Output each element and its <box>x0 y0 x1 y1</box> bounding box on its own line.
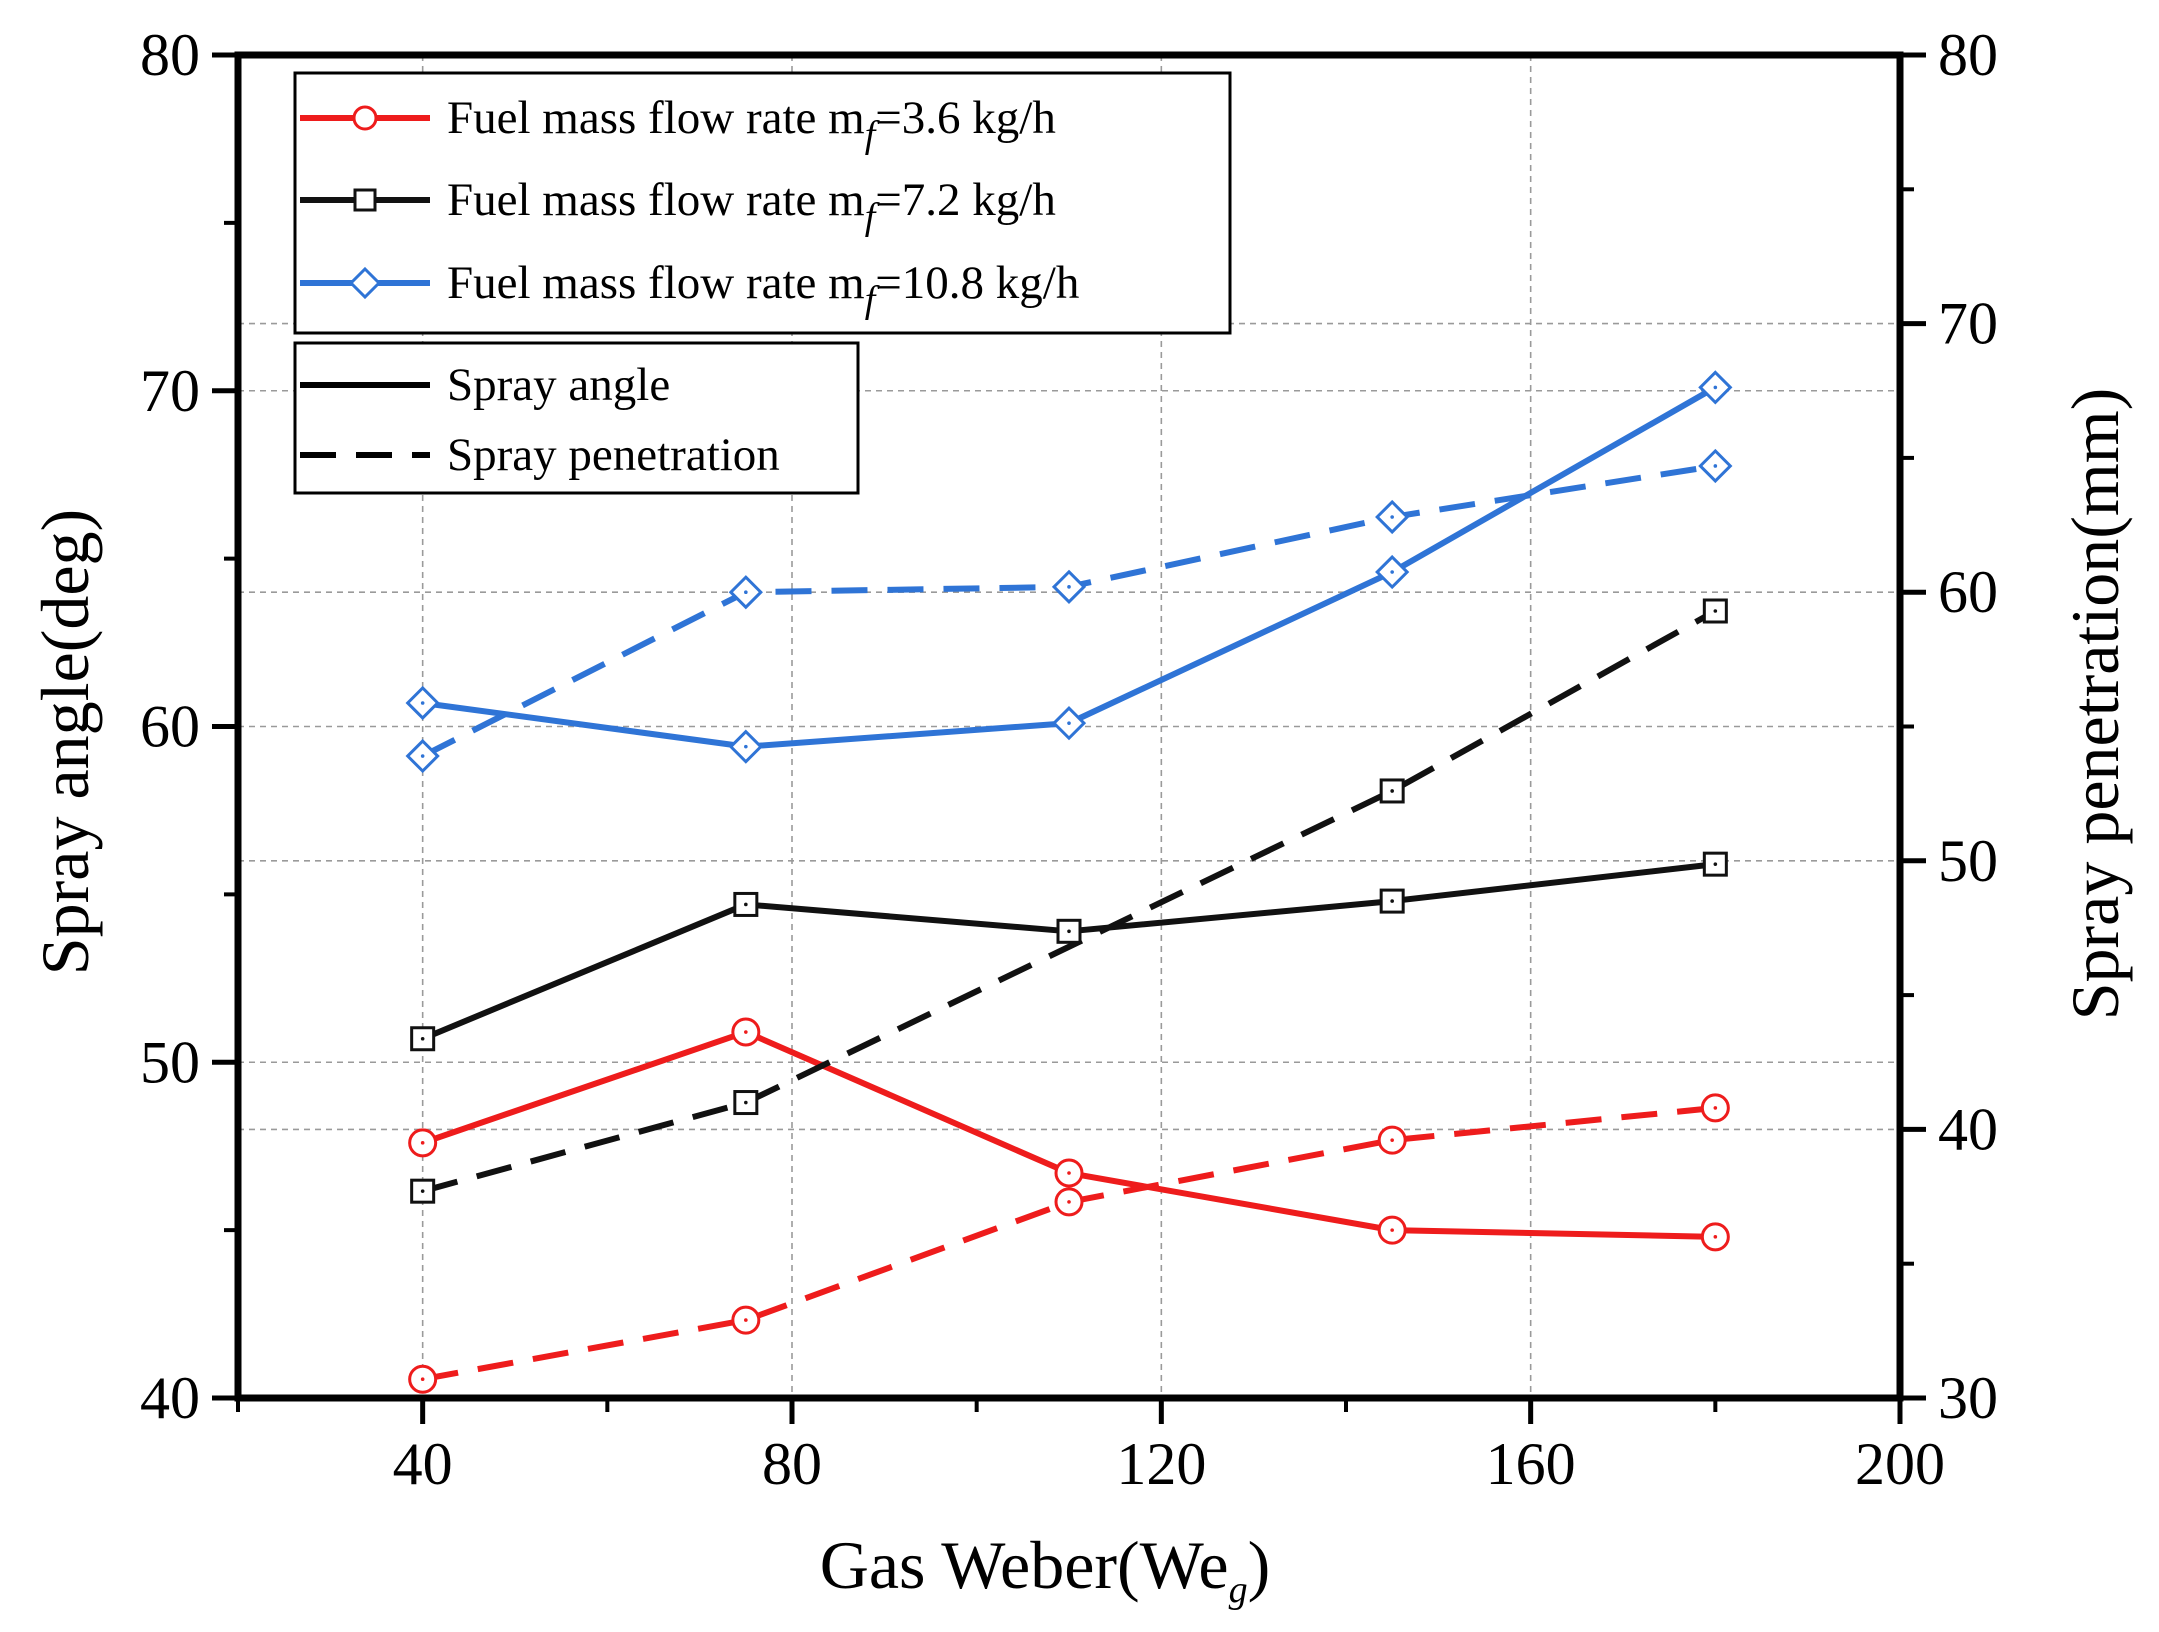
y-right-tick-label-60: 60 <box>1938 559 1998 625</box>
x-tick-label-160: 160 <box>1486 1431 1576 1497</box>
y-left-axis-title: Spray angle(deg) <box>27 509 103 975</box>
series-layer <box>405 370 1733 1394</box>
series-0-angle-point-2-dot <box>1067 1171 1071 1175</box>
series-0-angle-point-1-dot <box>744 1030 748 1034</box>
y-left-tick-label-60: 60 <box>140 694 200 760</box>
legend-marker-3-6 <box>352 105 378 131</box>
legend-label-10-8: Fuel mass flow rate mf=10.8 kg/h <box>447 257 1079 321</box>
series-1-penetration-point-0-dot <box>420 1189 425 1193</box>
series-1-penetration-point-3-dot <box>1390 789 1394 793</box>
y-right-tick-label-30: 30 <box>1938 1365 1998 1431</box>
series-1-angle-point-3-dot <box>1390 899 1394 903</box>
x-tick-label-40: 40 <box>393 1431 453 1497</box>
legend-label-spray-penetration: Spray penetration <box>447 429 780 481</box>
y-left-tick-label-40: 40 <box>140 1365 200 1431</box>
series-2-angle-point-0-dot <box>420 701 425 705</box>
y-right-tick-label-50: 50 <box>1938 828 1998 894</box>
series-0-penetration-point-2-dot <box>1067 1200 1071 1204</box>
y-right-tick-label-40: 40 <box>1938 1096 1998 1162</box>
series-2-penetration-point-3-dot <box>1390 515 1394 519</box>
series-1-penetration-line <box>421 608 1717 1195</box>
legend-series-box <box>293 71 1232 335</box>
y-left-tick-label-50: 50 <box>140 1029 200 1095</box>
x-tick-label-80: 80 <box>762 1431 822 1497</box>
series-0-angle-point-3-dot <box>1390 1228 1394 1232</box>
series-2 <box>405 370 1733 774</box>
legend-label-spray-angle: Spray angle <box>447 359 670 411</box>
series-1-angle-point-0-dot <box>420 1036 425 1041</box>
plot-frame <box>234 51 1904 1402</box>
series-2-angle-point-4-dot <box>1713 385 1718 390</box>
y-right-tick-label-70: 70 <box>1938 291 1998 357</box>
series-0-penetration-point-1-dot <box>744 1318 748 1322</box>
x-tick-label-200: 200 <box>1855 1431 1945 1497</box>
series-2-angle-point-3-dot <box>1390 570 1394 574</box>
series-0-penetration-point-0-dot <box>420 1377 425 1381</box>
legend-style-box <box>293 341 860 495</box>
series-0-penetration-point-4-dot <box>1713 1106 1718 1110</box>
series-2-penetration-point-1-dot <box>744 590 748 594</box>
series-0-penetration-point-3-dot <box>1390 1138 1394 1142</box>
series-0 <box>408 1017 1730 1394</box>
series-0-angle-point-4-dot <box>1713 1235 1718 1239</box>
series-1-angle-point-2-dot <box>1067 929 1071 934</box>
y-left-tick-label-70: 70 <box>140 358 200 424</box>
legend-entry-dashed: Spray penetration <box>300 429 780 481</box>
y-right-tick-label-80: 80 <box>1938 22 1998 88</box>
legend-entry-10-8: Fuel mass flow rate mf=10.8 kg/h <box>300 257 1079 321</box>
series-2-angle-point-1-dot <box>744 744 748 749</box>
legend-entry-3-6: Fuel mass flow rate mf=3.6 kg/h <box>300 92 1056 156</box>
series-1-angle-point-4-dot <box>1713 862 1718 866</box>
legend-entry-solid: Spray angle <box>300 359 670 411</box>
series-1-penetration-point-4-dot <box>1713 609 1718 613</box>
legend-marker-10-8 <box>348 266 382 300</box>
series-2-penetration-point-4-dot <box>1713 464 1718 468</box>
series-1-penetration-point-1-dot <box>744 1100 748 1105</box>
legend-label-3-6: Fuel mass flow rate mf=3.6 kg/h <box>447 92 1056 156</box>
series-0-angle-point-0-dot <box>420 1141 425 1145</box>
legend-marker-7-2 <box>353 188 377 212</box>
x-axis-title: Gas Weber(Weg) <box>820 1527 1271 1611</box>
series-2-penetration-point-2-dot <box>1067 585 1071 589</box>
y-right-axis-title: Spray penetration(mm) <box>2057 388 2133 1021</box>
series-2-penetration-point-0-dot <box>420 754 425 758</box>
tick-labels: 40 80 120 160 200 40 50 60 70 80 30 40 50 60 70 80 <box>140 22 1998 1497</box>
series-1 <box>410 598 1728 1204</box>
y-left-tick-label-80: 80 <box>140 22 200 88</box>
legend: Fuel mass flow rate mf=3.6 kg/h Fuel mas… <box>293 71 1232 495</box>
axis-ticks <box>212 52 1926 1424</box>
x-tick-label-120: 120 <box>1116 1431 1206 1497</box>
series-2-angle-point-2-dot <box>1067 721 1071 725</box>
series-1-angle-point-1-dot <box>744 902 748 907</box>
